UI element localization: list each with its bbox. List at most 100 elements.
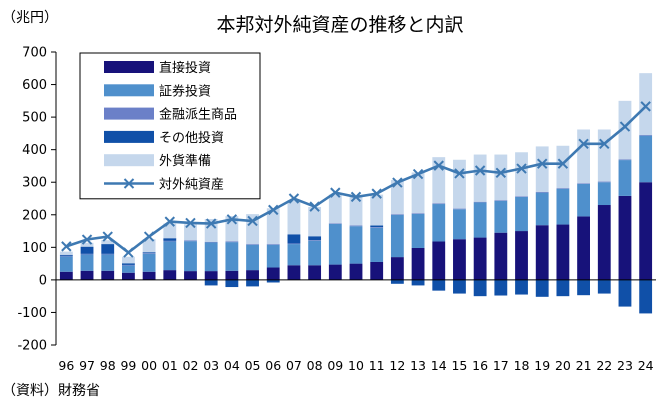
bar-01-外貨準備 (163, 223, 177, 239)
bar-16-証券投資 (473, 202, 487, 238)
line-point-96 (61, 241, 72, 252)
bar-00-金融派生商品 (142, 253, 156, 254)
x-tick-label: 13 (410, 358, 426, 373)
bar-12-証券投資 (390, 214, 404, 258)
line-point-13 (412, 168, 424, 180)
bar-01-証券投資 (163, 241, 177, 271)
bar-00-外貨準備 (142, 239, 156, 253)
bar-20-金融派生商品 (556, 188, 570, 189)
x-tick-label: 07 (286, 358, 302, 373)
line-point-20 (557, 158, 569, 169)
line-point-12 (392, 177, 403, 188)
legend-swatch-金融派生商品 (104, 107, 154, 120)
x-tick-label: 23 (617, 358, 633, 373)
bar-07-証券投資 (287, 244, 301, 266)
x-tick-label: 99 (120, 358, 136, 373)
bar-23-直接投資 (618, 195, 632, 280)
y-tick-label: 100 (22, 241, 47, 256)
bar-06-証券投資 (266, 244, 280, 268)
bar-24-金融派生商品 (639, 135, 653, 136)
line-point-02 (185, 217, 196, 229)
x-tick-label: 12 (389, 358, 405, 373)
bar-17-その他投資 (494, 279, 508, 296)
y-tick-label: 400 (22, 143, 47, 158)
line-point-09 (330, 187, 341, 198)
bar-96-直接投資 (59, 271, 73, 280)
line-point-98 (102, 231, 113, 242)
bar-16-外貨準備 (473, 154, 487, 202)
line-point-11 (371, 188, 382, 199)
bar-17-金融派生商品 (494, 200, 508, 201)
legend-swatch-その他投資 (104, 130, 154, 143)
bar-22-外貨準備 (597, 129, 611, 182)
x-tick-label: 09 (327, 358, 343, 373)
bar-10-直接投資 (349, 263, 363, 280)
bar-00-直接投資 (142, 271, 156, 280)
bar-18-外貨準備 (515, 152, 528, 197)
bar-96-証券投資 (59, 256, 73, 272)
bar-97-金融派生商品 (80, 253, 94, 255)
line-point-08 (309, 201, 320, 212)
bar-23-金融派生商品 (618, 159, 632, 161)
bar-19-証券投資 (535, 192, 549, 226)
bar-24-その他投資 (639, 279, 653, 314)
bar-20-直接投資 (556, 224, 570, 280)
line-point-19 (536, 158, 548, 169)
bar-02-外貨準備 (184, 224, 197, 241)
bar-07-金融派生商品 (287, 243, 301, 245)
bar-16-その他投資 (473, 279, 487, 297)
bar-19-金融派生商品 (535, 191, 549, 193)
bar-12-その他投資 (390, 279, 404, 284)
bar-04-金融派生商品 (225, 241, 239, 243)
bar-09-直接投資 (328, 264, 342, 280)
bar-10-金融派生商品 (349, 225, 363, 227)
bar-01-金融派生商品 (163, 240, 177, 242)
bar-05-直接投資 (246, 270, 259, 280)
bar-04-証券投資 (225, 242, 239, 271)
bar-10-証券投資 (349, 226, 363, 264)
line-point-14 (433, 160, 444, 171)
bar-03-証券投資 (204, 242, 218, 272)
x-tick-label: 04 (224, 358, 240, 373)
bar-96-金融派生商品 (59, 255, 73, 257)
legend-swatch-直接投資 (104, 61, 154, 73)
bar-09-証券投資 (328, 223, 342, 265)
bar-00-証券投資 (142, 253, 156, 272)
bar-15-金融派生商品 (453, 208, 466, 210)
x-tick-label: 00 (141, 358, 157, 373)
x-tick-label: 01 (162, 358, 178, 373)
bar-01-その他投資 (163, 238, 177, 241)
x-tick-label: 17 (493, 358, 509, 373)
bar-06-直接投資 (266, 267, 280, 280)
bar-13-外貨準備 (411, 172, 425, 214)
bar-98-外貨準備 (101, 240, 115, 245)
line-point-06 (268, 204, 279, 216)
bar-06-金融派生商品 (266, 244, 280, 245)
bar-99-外貨準備 (122, 256, 135, 264)
bar-99-直接投資 (122, 272, 135, 280)
y-tick-label: 0 (39, 273, 47, 288)
bar-96-その他投資 (59, 254, 73, 256)
bar-23-その他投資 (618, 279, 632, 307)
x-tick-label: 10 (348, 358, 364, 373)
bar-20-外貨準備 (556, 145, 570, 189)
x-tick-label: 16 (472, 358, 488, 373)
bar-02-直接投資 (184, 271, 197, 280)
bar-96-外貨準備 (59, 251, 73, 255)
y-tick-label: 500 (22, 111, 47, 126)
bar-97-その他投資 (80, 246, 94, 254)
x-tick-label: 20 (555, 358, 571, 373)
line-point-17 (495, 167, 507, 178)
bar-98-その他投資 (101, 244, 115, 254)
bar-14-証券投資 (432, 204, 446, 242)
bar-16-金融派生商品 (473, 201, 487, 203)
x-tick-label: 11 (369, 358, 385, 373)
bar-21-外貨準備 (577, 129, 590, 184)
bar-09-外貨準備 (328, 194, 342, 224)
line-point-00 (143, 231, 155, 242)
legend-label: その他投資 (159, 130, 224, 146)
bar-22-証券投資 (597, 182, 611, 206)
